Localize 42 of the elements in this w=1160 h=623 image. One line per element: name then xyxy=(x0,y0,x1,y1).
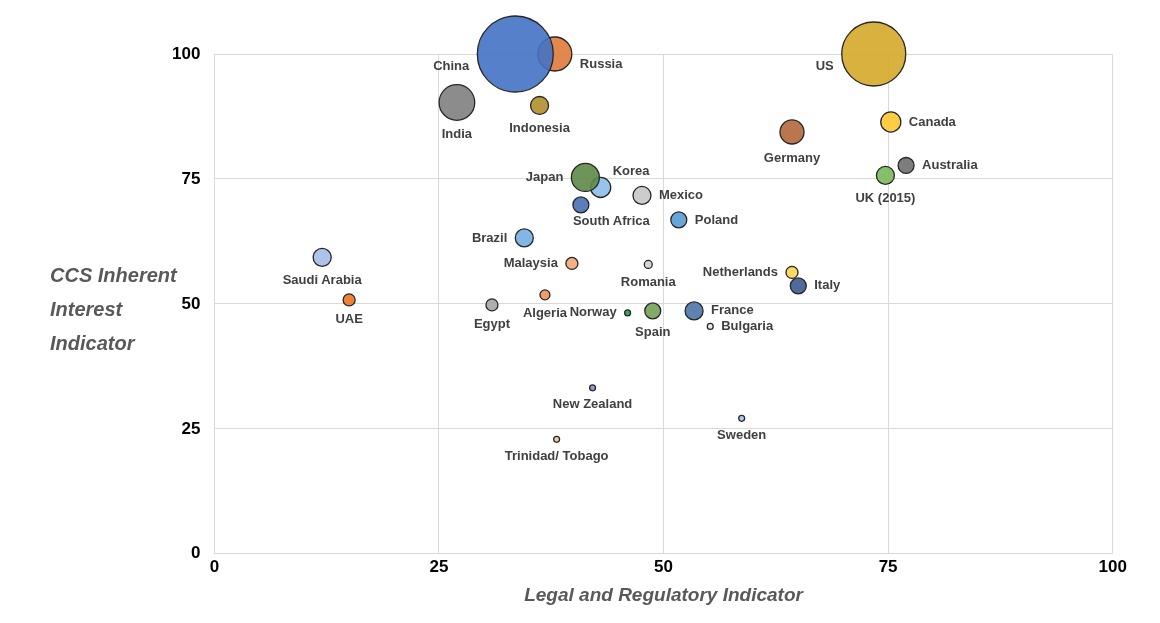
series-label: Australia xyxy=(922,157,979,173)
x-tick-label: 50 xyxy=(654,556,673,576)
series-label: Germany xyxy=(763,149,821,165)
series-label: Poland xyxy=(694,211,739,227)
series-label: Brazil xyxy=(471,229,508,245)
series-label: New Zealand xyxy=(552,396,633,412)
series-label: Bulgaria xyxy=(721,317,774,333)
x-axis-title: Legal and Regulatory Indicator xyxy=(524,583,805,605)
series-label: France xyxy=(711,302,754,318)
x-tick-label: 75 xyxy=(878,556,898,576)
series-label: US xyxy=(815,57,835,73)
series-label: Egypt xyxy=(473,316,511,332)
series-label: Spain xyxy=(635,324,671,340)
series-label: UAE xyxy=(335,311,364,327)
series-label: Sweden xyxy=(717,426,767,442)
series-label: Italy xyxy=(814,277,842,293)
y-axis-title: CCS Inherent Interest Indicator xyxy=(50,263,179,356)
series-label: South Africa xyxy=(572,213,651,229)
x-tick-label: 100 xyxy=(1098,556,1127,576)
series-label: India xyxy=(441,125,473,141)
series-label: Mexico xyxy=(658,187,704,203)
series-label: Netherlands xyxy=(702,263,778,279)
y-tick-label: 50 xyxy=(181,293,201,313)
series-label: Romania xyxy=(620,273,677,289)
y-tick-label: 100 xyxy=(171,43,201,63)
series-label: Canada xyxy=(908,113,957,129)
series-label: Japan xyxy=(525,169,564,185)
series-label: Korea xyxy=(612,162,651,178)
series-label: UK (2015) xyxy=(855,190,916,206)
series-label: Trinidad/ Tobago xyxy=(504,447,609,463)
series-label: Russia xyxy=(579,55,624,71)
x-tick-label: 25 xyxy=(429,556,449,576)
y-tick-label: 25 xyxy=(181,418,201,438)
y-tick-label: 75 xyxy=(181,168,201,188)
series-label: Saudi Arabia xyxy=(282,271,363,287)
series-label: Algeria xyxy=(522,305,568,321)
series-label: Indonesia xyxy=(509,120,571,136)
series-label: Malaysia xyxy=(503,254,559,270)
series-label: Norway xyxy=(569,304,618,320)
y-tick-label: 0 xyxy=(190,543,201,563)
series-label: China xyxy=(433,57,471,73)
x-tick-label: 0 xyxy=(209,556,220,576)
